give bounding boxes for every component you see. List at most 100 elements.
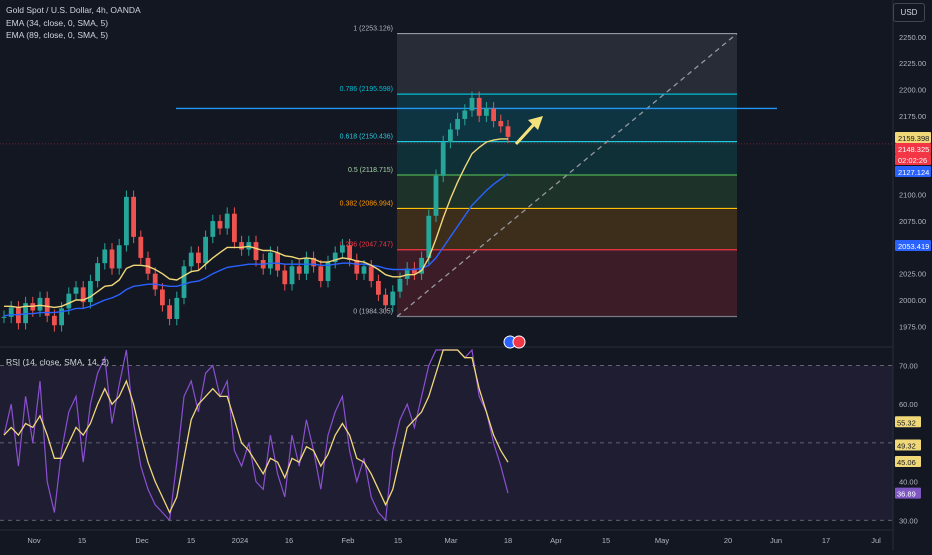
rsi-label: 45.06 — [897, 458, 916, 467]
price-label: 2127.124 — [898, 168, 929, 177]
candle — [102, 249, 108, 264]
fib-level-label: 0 (1984.305) — [353, 309, 393, 316]
candle — [354, 260, 360, 274]
candle — [181, 266, 187, 298]
candle — [232, 213, 237, 243]
ema89-legend[interactable]: EMA (89, close, 0, SMA, 5) — [6, 30, 109, 40]
price-label-bg — [895, 132, 931, 143]
candle — [203, 236, 208, 264]
candle — [440, 142, 446, 176]
time-tick-label: Jun — [770, 536, 782, 545]
price-tick-label: 2250.00 — [899, 33, 926, 42]
currency-button[interactable]: USD — [893, 3, 925, 22]
rsi-label-bg — [895, 487, 921, 499]
price-label-bg — [895, 166, 931, 177]
price-label-bg — [895, 143, 931, 154]
time-tick-label: 16 — [285, 536, 293, 545]
candle — [239, 242, 244, 250]
candle — [66, 293, 72, 309]
price-tick-label: 2000.00 — [899, 296, 926, 305]
candle — [109, 249, 115, 269]
candle — [73, 287, 79, 294]
candle — [455, 118, 460, 130]
fib-level-label: 0.5 (2118.715) — [348, 167, 393, 174]
candle — [404, 268, 410, 279]
fib-zone — [397, 249, 737, 317]
price-tick-label: 2100.00 — [899, 191, 926, 200]
time-tick-label: 15 — [187, 536, 195, 545]
candle — [59, 308, 64, 326]
candle — [167, 305, 172, 319]
rsi-label-bg — [895, 455, 921, 467]
price-tick-label: 2200.00 — [899, 85, 926, 94]
candle — [347, 245, 352, 260]
price-tick-label: 2175.00 — [899, 112, 926, 121]
fib-level-label: 1 (2253.126) — [353, 26, 393, 33]
fib-zone — [397, 208, 737, 250]
rsi-ma-line — [3, 349, 509, 515]
fib-trend-line — [396, 33, 738, 318]
price-label: 2159.398 — [898, 134, 929, 143]
rsi-tick-label: 30.00 — [899, 516, 918, 525]
fib-level-label: 0.618 (2150.436) — [340, 134, 393, 141]
candle — [217, 221, 223, 229]
time-tick-label: May — [655, 536, 669, 545]
symbol-legend[interactable]: Gold Spot / U.S. Dollar, 4h, OANDA — [6, 5, 141, 15]
time-tick-label: 15 — [78, 536, 86, 545]
candle — [412, 268, 417, 274]
ema34-legend[interactable]: EMA (34, close, 0, SMA, 5) — [6, 18, 109, 28]
candle — [462, 110, 468, 119]
price-label-bg — [895, 240, 931, 251]
fib-level-label: 0.382 (2086.994) — [340, 200, 393, 207]
rsi-tick-label: 40.00 — [899, 478, 918, 487]
candle — [311, 257, 316, 267]
candle — [376, 281, 381, 295]
time-tick-label: 20 — [724, 536, 732, 545]
price-label: 2053.419 — [898, 242, 929, 251]
time-tick-label: Feb — [342, 536, 355, 545]
candle — [95, 263, 100, 282]
candle — [318, 266, 324, 282]
time-tick-label: 18 — [504, 536, 512, 545]
arrow-head — [528, 116, 543, 130]
candle — [390, 291, 396, 306]
candle — [476, 97, 482, 116]
price-label-bg — [895, 154, 931, 165]
candle — [325, 262, 331, 282]
candle — [296, 266, 302, 274]
candle — [361, 266, 367, 274]
candle — [268, 252, 273, 269]
candle — [419, 257, 424, 274]
rsi-tick-label: 60.00 — [899, 400, 918, 409]
candle — [469, 97, 475, 111]
candle — [253, 242, 259, 260]
candle — [196, 252, 201, 264]
candle — [8, 307, 14, 317]
candle — [210, 221, 216, 237]
candle — [160, 289, 165, 306]
candle — [448, 129, 453, 143]
candle — [275, 252, 280, 271]
candle — [282, 270, 288, 285]
candle — [224, 213, 230, 229]
candle — [505, 126, 511, 137]
time-tick-label: Apr — [550, 536, 562, 545]
candle — [426, 215, 432, 258]
price-tick-label: 2075.00 — [899, 217, 926, 226]
fibonacci-retracement: 1 (2253.126) 0.786 (2195.598) 0.618 (2150.… — [340, 26, 738, 318]
time-tick-label: 15 — [602, 536, 610, 545]
rsi-band-fill — [0, 365, 893, 521]
price-label: 2148.325 — [898, 145, 929, 154]
rsi-label: 36.89 — [897, 490, 916, 499]
candle — [1, 316, 7, 318]
rsi-legend[interactable]: RSI (14, close, SMA, 14, 2) — [6, 357, 109, 367]
candle — [152, 273, 158, 290]
fib-zone — [397, 33, 737, 95]
candle — [498, 121, 504, 127]
candle — [174, 297, 180, 319]
time-tick-label: Mar — [445, 536, 458, 545]
time-tick-label: 17 — [822, 536, 830, 545]
candle — [138, 236, 144, 258]
